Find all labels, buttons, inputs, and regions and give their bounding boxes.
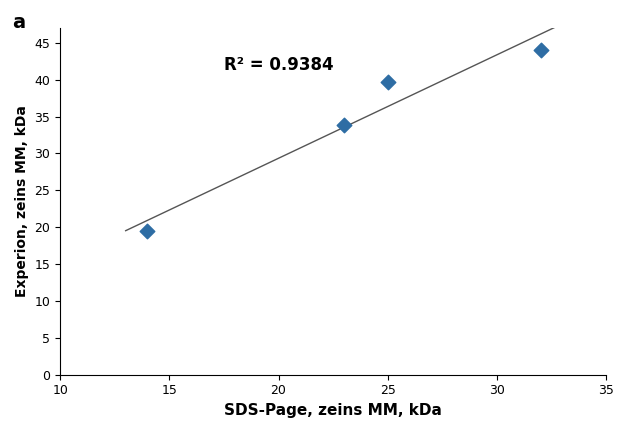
Y-axis label: Experion, zeins MM, kDa: Experion, zeins MM, kDa: [15, 105, 29, 297]
Point: [339, 122, 349, 129]
Point: [535, 47, 545, 54]
Text: a: a: [13, 13, 26, 32]
X-axis label: SDS-Page, zeins MM, kDa: SDS-Page, zeins MM, kDa: [224, 403, 442, 418]
Point: [142, 227, 152, 234]
Point: [382, 78, 392, 85]
Text: R² = 0.9384: R² = 0.9384: [224, 55, 333, 74]
